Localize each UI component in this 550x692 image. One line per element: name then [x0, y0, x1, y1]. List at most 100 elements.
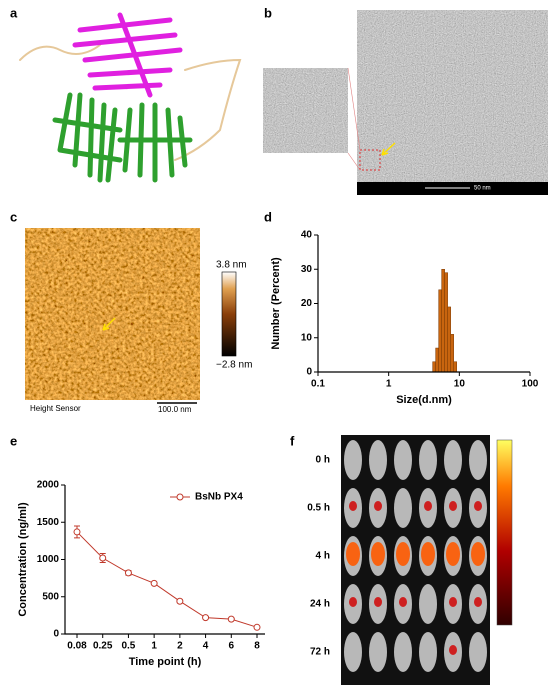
x-tick-label: 100	[522, 379, 539, 390]
line	[76, 531, 258, 628]
afm-image	[25, 228, 200, 400]
tem-image	[357, 10, 548, 195]
panel-label: c	[10, 209, 17, 224]
colorbar-min: −2.8 nm	[216, 360, 252, 371]
bar	[447, 306, 451, 373]
mouse	[344, 632, 362, 672]
mouse	[394, 488, 412, 528]
point	[124, 569, 132, 577]
bar	[453, 361, 457, 373]
x-tick-label: 2	[177, 641, 183, 652]
signal	[424, 501, 432, 511]
signal	[349, 501, 357, 511]
ivis-colorbar	[496, 439, 513, 626]
y-axis-label: Concentration (ng/ml)	[17, 502, 29, 617]
bar	[432, 361, 436, 373]
point	[73, 528, 81, 536]
arrow	[381, 142, 396, 156]
x-tick-label: 0.25	[93, 641, 113, 652]
signal	[449, 597, 457, 607]
mouse	[469, 632, 487, 672]
inset-link	[347, 152, 361, 171]
y-tick-label: 40	[301, 230, 313, 241]
inset-link	[347, 67, 361, 151]
inset-box	[359, 149, 381, 171]
signal	[449, 501, 457, 511]
y-tick-label: 0	[53, 629, 59, 640]
legend-label: BsNb PX4	[195, 492, 243, 503]
x-tick-label: 10	[454, 379, 466, 390]
panel-label: a	[10, 5, 18, 20]
signal	[399, 597, 407, 607]
signal	[346, 542, 360, 566]
panel-label: e	[10, 433, 17, 448]
bar	[441, 269, 445, 373]
time-label: 72 h	[310, 647, 330, 658]
x-axis-label: Size(d.nm)	[396, 394, 452, 406]
point	[253, 623, 261, 631]
afm-colorbar	[221, 271, 237, 357]
point	[150, 579, 158, 587]
x-tick-label: 6	[229, 641, 235, 652]
y-tick-label: 1000	[37, 554, 60, 565]
panel-label: f	[290, 433, 295, 448]
signal	[446, 542, 460, 566]
x-tick-label: 0.5	[121, 641, 135, 652]
point	[176, 597, 184, 605]
time-label: 0 h	[316, 455, 330, 466]
arrow	[102, 317, 116, 331]
x-tick-label: 1	[386, 379, 392, 390]
time-label: 0.5 h	[307, 503, 330, 514]
mouse	[419, 440, 437, 480]
x-axis-label: Time point (h)	[129, 656, 202, 668]
signal	[471, 542, 485, 566]
mouse	[369, 440, 387, 480]
signal	[396, 542, 410, 566]
x-tick-label: 8	[254, 641, 260, 652]
mouse	[469, 440, 487, 480]
bar	[435, 347, 439, 373]
x-tick-label: 4	[203, 641, 209, 652]
signal	[371, 542, 385, 566]
x-tick-label: 1	[151, 641, 157, 652]
y-tick-label: 30	[301, 264, 313, 275]
y-tick-label: 20	[301, 298, 313, 309]
signal	[374, 501, 382, 511]
mouse	[444, 440, 462, 480]
mice	[344, 440, 487, 672]
signal	[421, 542, 435, 566]
panel-label: b	[264, 5, 272, 20]
signal	[374, 597, 382, 607]
y-axis-label: Number (Percent)	[270, 257, 282, 350]
panel-label: d	[264, 209, 272, 224]
scale-label: 100.0 nm	[158, 405, 192, 414]
mouse	[344, 440, 362, 480]
mouse	[419, 584, 437, 624]
x-tick-label: 0.08	[67, 641, 87, 652]
afm-caption: Height Sensor	[30, 404, 81, 413]
signal	[349, 597, 357, 607]
mouse	[419, 632, 437, 672]
signal	[474, 597, 482, 607]
axes	[317, 235, 530, 373]
colorbar-max: 3.8 nm	[216, 260, 247, 271]
bar	[450, 334, 454, 373]
point	[202, 614, 210, 622]
y-tick-label: 0	[306, 367, 312, 378]
ivis-image	[341, 435, 490, 685]
time-label: 24 h	[310, 599, 330, 610]
axes	[64, 485, 265, 635]
mouse	[394, 440, 412, 480]
protein-structure	[19, 12, 242, 183]
x-tick-label: 0.1	[311, 379, 325, 390]
signal	[474, 501, 482, 511]
time-label: 4 h	[316, 551, 330, 562]
point	[227, 615, 235, 623]
mouse	[369, 632, 387, 672]
point	[99, 554, 107, 562]
y-tick-label: 500	[42, 591, 59, 602]
scale-label: 50 nm	[474, 186, 491, 192]
legend-marker	[176, 493, 184, 501]
y-tick-label: 2000	[37, 480, 60, 491]
